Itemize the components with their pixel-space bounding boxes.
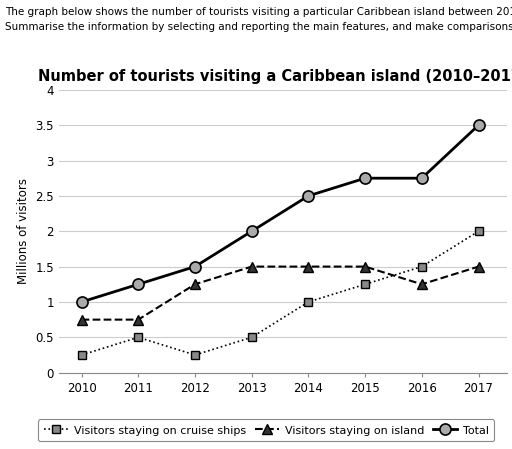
Title: Number of tourists visiting a Caribbean island (2010–2017): Number of tourists visiting a Caribbean … — [38, 70, 512, 84]
Text: Summarise the information by selecting and reporting the main features, and make: Summarise the information by selecting a… — [5, 22, 512, 31]
Y-axis label: Millions of visitors: Millions of visitors — [17, 178, 30, 284]
Text: The graph below shows the number of tourists visiting a particular Caribbean isl: The graph below shows the number of tour… — [5, 7, 512, 17]
Legend: Visitors staying on cruise ships, Visitors staying on island, Total: Visitors staying on cruise ships, Visito… — [38, 419, 495, 441]
